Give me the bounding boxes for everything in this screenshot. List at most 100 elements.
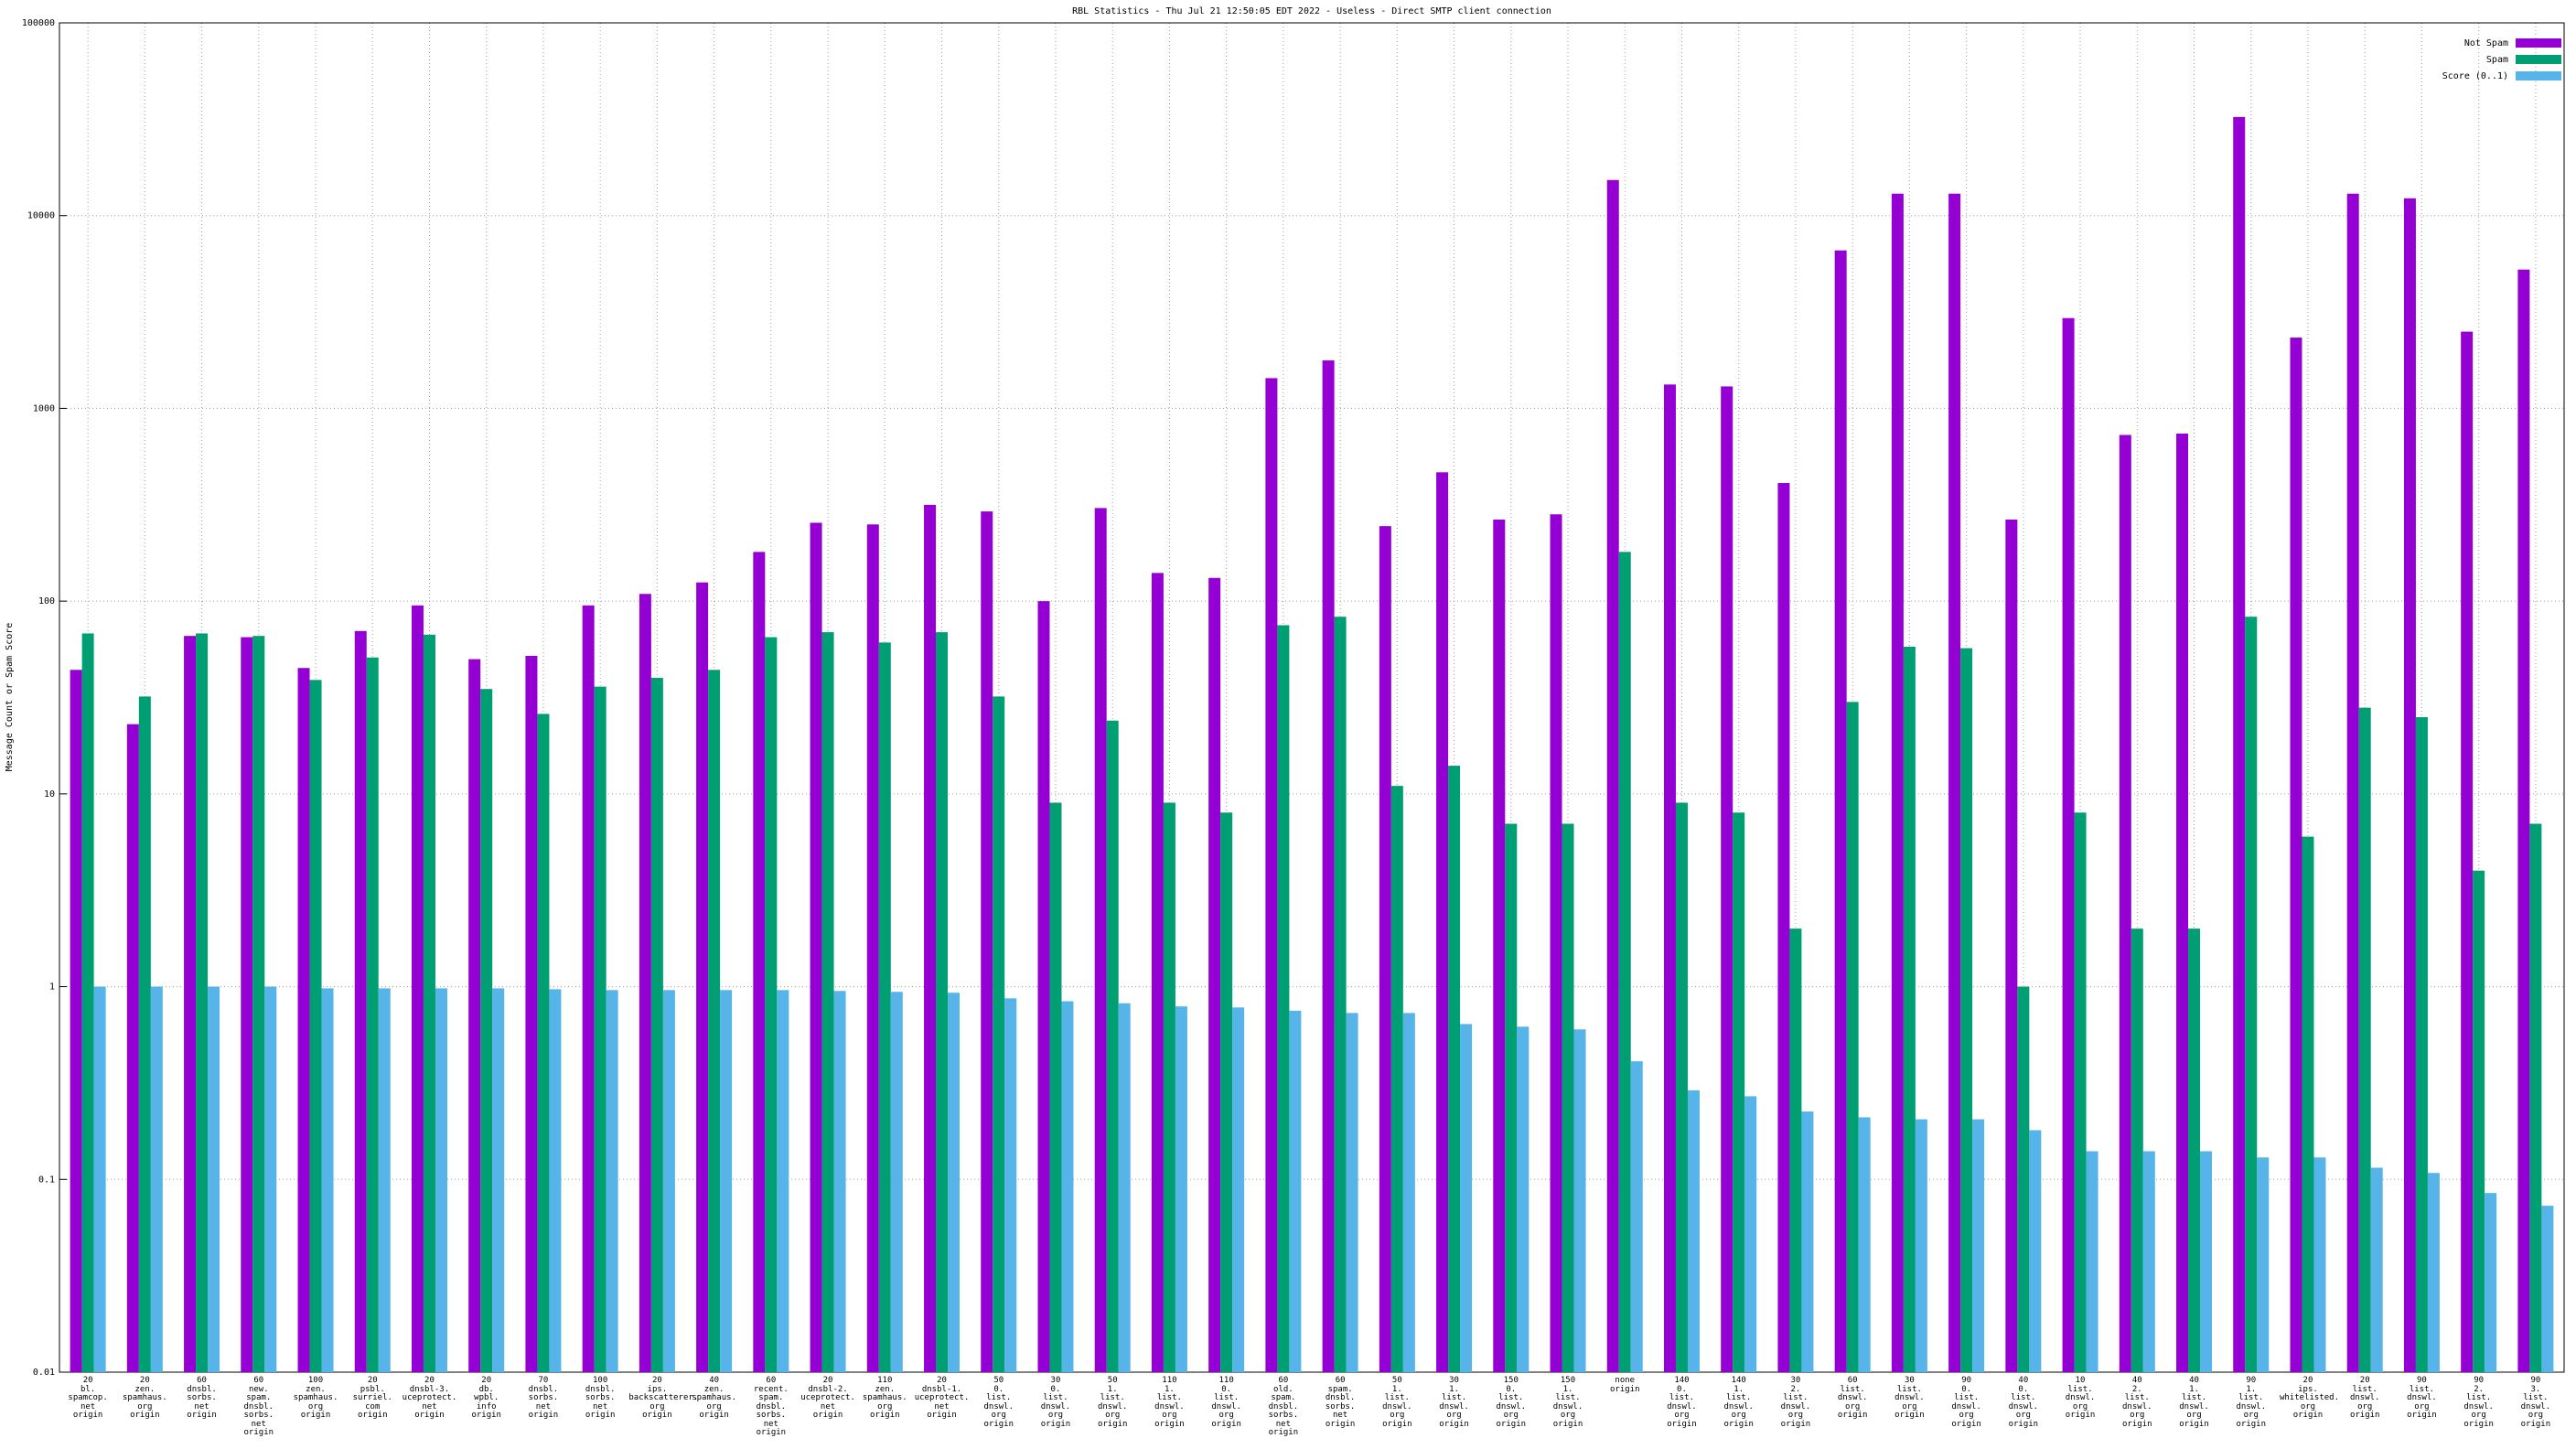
x-tick-label: 50 0. list. dnswl. org origin bbox=[983, 1376, 1014, 1429]
bar bbox=[525, 655, 538, 1372]
bar bbox=[1789, 928, 1802, 1372]
bar bbox=[2074, 812, 2087, 1372]
bar bbox=[1151, 573, 1164, 1372]
bar bbox=[1277, 625, 1290, 1372]
x-tick-label: 110 zen. spamhaus. org origin bbox=[862, 1376, 907, 1420]
x-tick-label: 30 list. dnswl. org origin bbox=[1894, 1376, 1925, 1420]
bar bbox=[878, 642, 891, 1372]
bar bbox=[890, 992, 903, 1372]
bar bbox=[1606, 179, 1619, 1373]
bar bbox=[639, 594, 651, 1372]
bar bbox=[1289, 1010, 1302, 1372]
y-tick-label: 10000 bbox=[27, 211, 55, 221]
bar bbox=[2017, 986, 2030, 1372]
bar bbox=[354, 630, 367, 1372]
bar bbox=[2029, 1130, 2042, 1372]
x-tick-label: 110 0. list. dnswl. org origin bbox=[1211, 1376, 1241, 1429]
bar bbox=[264, 986, 277, 1372]
bar bbox=[1891, 193, 1904, 1372]
bar bbox=[435, 988, 447, 1372]
x-tick-label: 140 1. list. dnswl. org origin bbox=[1723, 1376, 1754, 1429]
bar bbox=[606, 990, 618, 1372]
bar bbox=[1915, 1119, 1927, 1372]
bar bbox=[184, 636, 197, 1372]
x-tick-label: 70 dnsbl. sorbs. net origin bbox=[528, 1376, 559, 1420]
x-tick-label: 50 1. list. dnswl. org origin bbox=[1382, 1376, 1412, 1429]
y-tick-label: 100 bbox=[38, 596, 55, 606]
bar bbox=[2062, 317, 2075, 1372]
bar bbox=[1573, 1029, 1586, 1372]
bar bbox=[1061, 1001, 1074, 1372]
bar bbox=[138, 696, 151, 1372]
bar bbox=[1834, 250, 1847, 1372]
bar bbox=[1505, 823, 1518, 1372]
bar bbox=[1960, 648, 1973, 1372]
x-tick-label: 30 2. list. dnswl. org origin bbox=[1780, 1376, 1811, 1429]
bar bbox=[1460, 1024, 1473, 1372]
bar bbox=[81, 633, 94, 1372]
bar bbox=[2142, 1151, 2155, 1372]
bar bbox=[594, 686, 606, 1372]
bar bbox=[1208, 577, 1221, 1372]
x-tick-label: 30 1. list. dnswl. org origin bbox=[1439, 1376, 1469, 1429]
legend-swatch bbox=[2516, 38, 2561, 48]
bar bbox=[1390, 786, 1403, 1372]
bar bbox=[2119, 435, 2131, 1372]
x-tick-label: 10 list. dnswl. org origin bbox=[2065, 1376, 2096, 1420]
x-tick-label: 150 1. list. dnswl. org origin bbox=[1552, 1376, 1583, 1429]
bar bbox=[2403, 198, 2416, 1372]
bar bbox=[2461, 331, 2474, 1373]
bar bbox=[821, 632, 834, 1372]
bar bbox=[1721, 386, 1733, 1372]
bar bbox=[1687, 1089, 1700, 1372]
bar bbox=[378, 988, 391, 1372]
x-tick-label: 60 spam. dnsbl. sorbs. net origin bbox=[1325, 1376, 1356, 1429]
bar bbox=[297, 668, 310, 1372]
x-tick-label: 20 dnsbl-2. uceprotect. net origin bbox=[800, 1376, 855, 1420]
y-axis-label: Message Count or Spam Score bbox=[5, 623, 15, 772]
bar bbox=[1630, 1061, 1643, 1372]
bar bbox=[1846, 702, 1859, 1372]
bar bbox=[93, 986, 106, 1372]
bar bbox=[2176, 433, 2189, 1373]
bar bbox=[2200, 1151, 2213, 1372]
bar bbox=[1858, 1117, 1871, 1372]
bar bbox=[196, 633, 209, 1372]
bar bbox=[1972, 1119, 1985, 1372]
bar bbox=[1448, 766, 1461, 1372]
bar bbox=[753, 552, 766, 1372]
bar bbox=[1903, 646, 1916, 1372]
bar bbox=[1175, 1006, 1187, 1372]
y-tick-label: 1 bbox=[49, 982, 55, 993]
bar bbox=[1163, 802, 1175, 1372]
bar bbox=[1118, 1003, 1131, 1372]
bar bbox=[1037, 601, 1050, 1372]
plot-frame bbox=[59, 22, 2565, 1373]
bar bbox=[2427, 1173, 2440, 1372]
legend-label: Not Spam bbox=[2464, 38, 2508, 48]
bar bbox=[1948, 193, 1961, 1372]
bar bbox=[662, 990, 675, 1372]
y-tick-label: 0.1 bbox=[38, 1175, 55, 1185]
chart-title: RBL Statistics - Thu Jul 21 12:50:05 EDT… bbox=[1072, 6, 1551, 16]
bar bbox=[1618, 552, 1631, 1372]
x-tick-label: 60 list. dnswl. org origin bbox=[1837, 1376, 1868, 1420]
x-tick-label: none origin bbox=[1609, 1376, 1640, 1394]
x-tick-label: 20 psbl. surriel. com origin bbox=[352, 1376, 392, 1420]
x-tick-label: 100 zen. spamhaus. org origin bbox=[293, 1376, 338, 1420]
x-tick-label: 140 0. list. dnswl. org origin bbox=[1667, 1376, 1697, 1429]
x-tick-label: 20 zen. spamhaus. org origin bbox=[122, 1376, 167, 1420]
bar bbox=[1220, 812, 1233, 1372]
x-tick-label: 60 dnsbl. sorbs. net origin bbox=[187, 1376, 217, 1420]
bar bbox=[1322, 360, 1335, 1372]
bar bbox=[2290, 338, 2302, 1372]
bar bbox=[150, 986, 163, 1372]
bar bbox=[1777, 483, 1790, 1372]
x-tick-label: 90 1. list. dnswl. org origin bbox=[2236, 1376, 2266, 1429]
x-tick-label: 50 1. list. dnswl. org origin bbox=[1097, 1376, 1128, 1429]
y-tick-label: 100000 bbox=[22, 18, 55, 28]
x-tick-label: 20 bl. spamcop. net origin bbox=[68, 1376, 108, 1420]
bar bbox=[70, 670, 82, 1372]
x-tick-label: 90 0. list. dnswl. org origin bbox=[1951, 1376, 1981, 1429]
bar bbox=[2485, 1193, 2497, 1372]
